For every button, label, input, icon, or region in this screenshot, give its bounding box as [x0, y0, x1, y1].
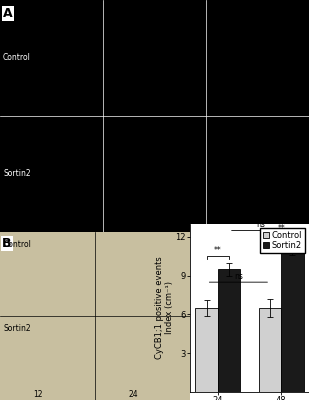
Bar	[218, 269, 240, 392]
Text: C: C	[148, 216, 158, 228]
Text: ns: ns	[234, 272, 243, 281]
Text: Control: Control	[3, 54, 31, 62]
Text: B: B	[2, 237, 11, 250]
Text: 24: 24	[128, 390, 138, 399]
Bar	[259, 308, 281, 392]
Text: **: **	[214, 246, 222, 255]
Text: Sortin2: Sortin2	[3, 170, 31, 178]
Text: Control: Control	[4, 240, 32, 250]
Text: **: **	[277, 224, 285, 233]
Y-axis label: CyCB1;1 positive events
Index (cm⁻¹): CyCB1;1 positive events Index (cm⁻¹)	[154, 257, 174, 359]
Text: 12: 12	[33, 390, 43, 399]
Text: ns: ns	[256, 220, 265, 229]
Text: A: A	[3, 7, 13, 20]
Legend: Control, Sortin2: Control, Sortin2	[260, 228, 305, 253]
Text: Sortin2: Sortin2	[4, 324, 32, 333]
Bar	[281, 247, 304, 392]
Bar	[196, 308, 218, 392]
